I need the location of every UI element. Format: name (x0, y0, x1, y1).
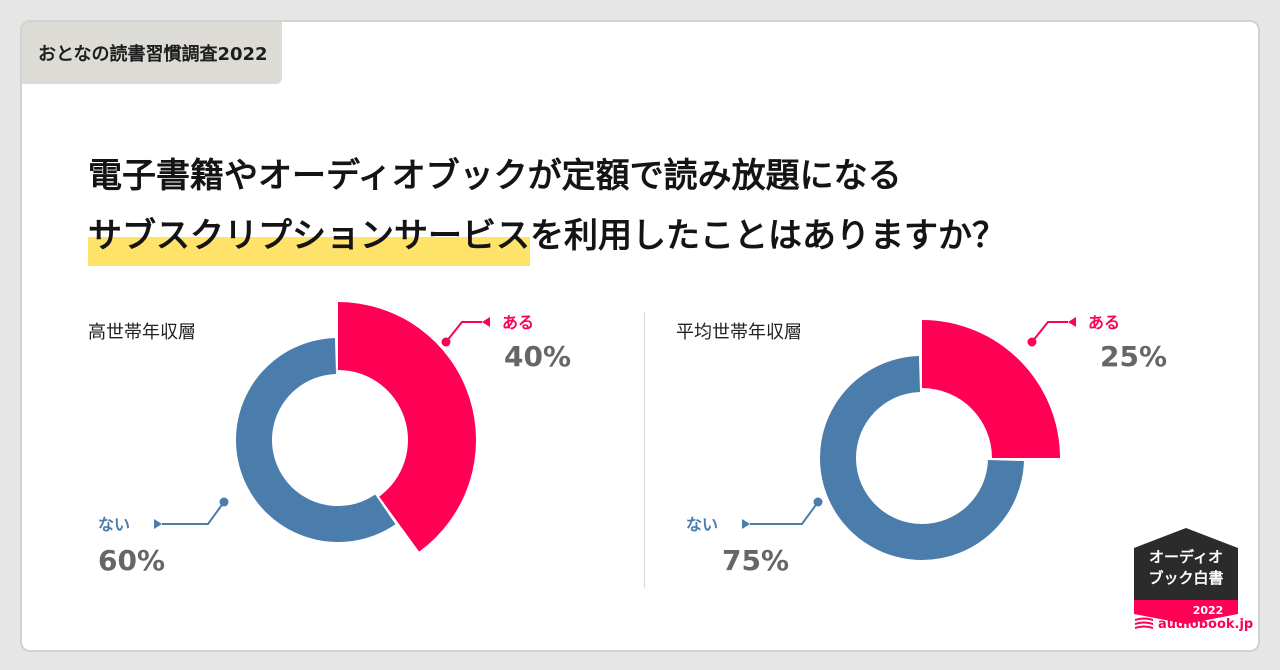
leader-line-aru (445, 321, 482, 343)
value-nai: 75% (722, 544, 789, 577)
leader-arrow-aru (482, 317, 490, 327)
book-stack-icon (1135, 617, 1153, 629)
chart-title-high-income: 高世帯年収層 (88, 322, 196, 343)
badge-year: 2022 (1193, 604, 1224, 617)
leader-arrow-nai (154, 519, 162, 529)
donut-chart-high-income: ある 40% ない 60% (98, 302, 571, 577)
question-line2-rest: を利用したことはありますか？ (530, 216, 1006, 256)
survey-tag: おとなの読書習慣調査2022 (22, 22, 282, 84)
value-nai: 60% (98, 544, 165, 577)
leader-line-nai (162, 501, 225, 525)
leader-arrow-aru (1068, 317, 1076, 327)
question-line1: 電子書籍やオーディオブックが定額で読み放題になる (88, 156, 902, 196)
badge-line2: ブック白書 (1148, 569, 1223, 587)
label-aru: ある (1088, 313, 1120, 332)
slice-aru (922, 320, 1060, 458)
chart-title-average-income: 平均世帯年収層 (676, 322, 802, 343)
question-headline: 電子書籍やオーディオブックが定額で読み放題になる サブスクリプションサービス を… (88, 146, 1006, 266)
leader-dot-aru (441, 337, 451, 347)
survey-card: おとなの読書習慣調査2022 電子書籍やオーディオブックが定額で読み放題になる … (20, 20, 1260, 652)
slice-aru (338, 302, 477, 552)
chart-divider (644, 312, 645, 588)
audiobook-logo: audiobook.jp (1134, 616, 1253, 632)
leader-dot-nai (813, 497, 823, 507)
badge-line1: オーディオ (1149, 548, 1223, 566)
leader-dot-aru (1027, 337, 1037, 347)
label-nai: ない (686, 515, 718, 534)
label-nai: ない (98, 515, 130, 534)
leader-line-aru (1031, 321, 1068, 343)
question-line2: サブスクリプションサービス を利用したことはありますか？ (88, 206, 1006, 266)
slice-nai (820, 356, 1024, 560)
logo-text: audiobook.jp (1158, 616, 1254, 632)
leader-arrow-nai (742, 519, 750, 529)
value-aru: 40% (504, 340, 571, 373)
label-aru: ある (502, 313, 534, 332)
slice-nai (236, 338, 396, 542)
value-aru: 25% (1100, 340, 1167, 373)
leader-dot-nai (219, 497, 229, 507)
leader-line-nai (750, 501, 819, 525)
question-highlight: サブスクリプションサービス (88, 206, 530, 266)
audiobook-white-paper-badge: オーディオ ブック白書 2022 (1134, 528, 1238, 634)
